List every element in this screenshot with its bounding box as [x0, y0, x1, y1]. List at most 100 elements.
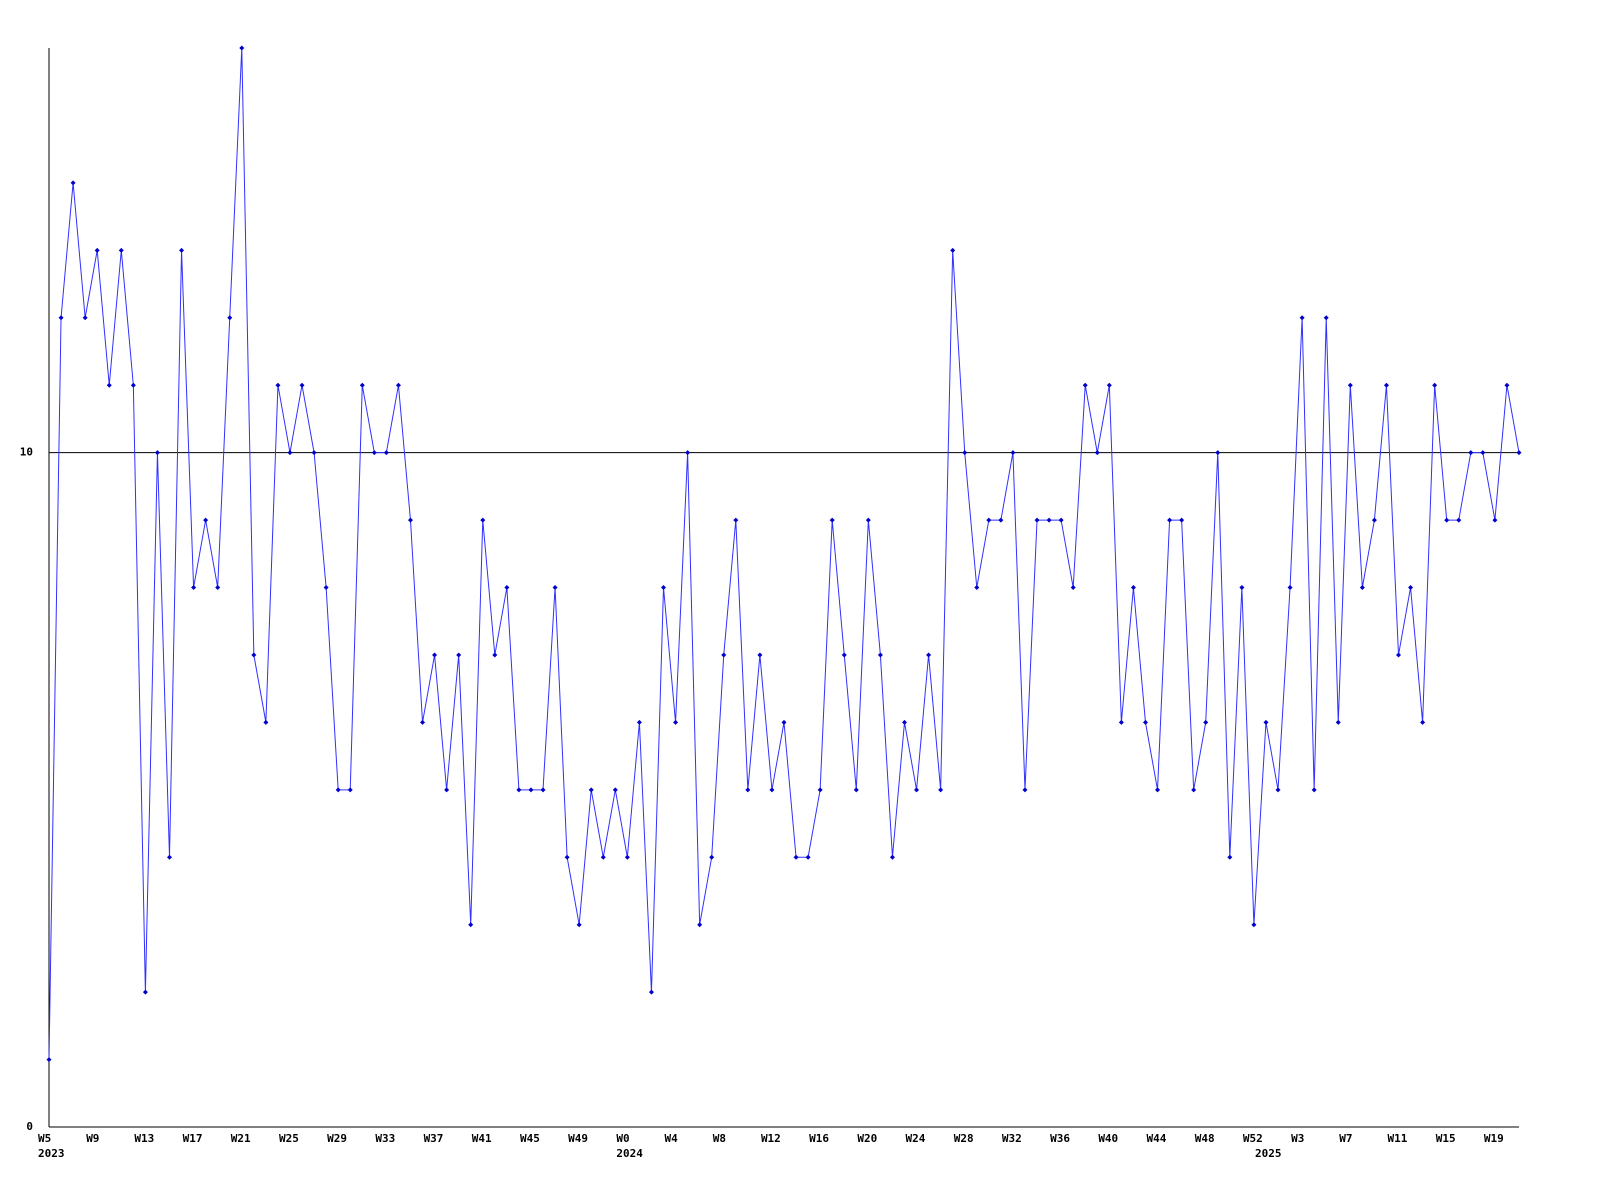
x-tick-label: W11: [1388, 1132, 1408, 1145]
point: [1251, 922, 1257, 928]
point: [1022, 787, 1028, 793]
point: [383, 450, 389, 456]
point: [191, 585, 197, 590]
point: [82, 315, 88, 321]
point: [781, 719, 787, 725]
point: [600, 854, 606, 860]
point: [769, 787, 775, 793]
point: [239, 45, 245, 51]
point: [1492, 517, 1498, 523]
point: [938, 787, 944, 793]
point: [299, 382, 305, 388]
point: [588, 787, 594, 793]
point: [371, 450, 377, 456]
point: [1287, 585, 1293, 590]
point: [106, 382, 112, 388]
point: [1347, 382, 1353, 388]
x-tick-label: W20: [857, 1132, 877, 1145]
point: [648, 989, 654, 995]
point: [877, 652, 883, 658]
point: [998, 517, 1004, 523]
x-tick-label: W19: [1484, 1132, 1504, 1145]
x-tick-label: W7: [1339, 1132, 1352, 1145]
point: [1383, 382, 1389, 388]
point: [94, 247, 100, 253]
x-tick-label: W45: [520, 1132, 540, 1145]
point: [1155, 787, 1161, 793]
point: [1299, 315, 1305, 321]
x-tick-label: W4: [665, 1132, 679, 1145]
point: [420, 719, 426, 725]
point: [817, 787, 823, 793]
point: [889, 854, 895, 860]
point: [1010, 450, 1016, 456]
point: [142, 989, 148, 995]
point: [70, 180, 76, 186]
point: [251, 652, 257, 658]
point: [1408, 585, 1414, 590]
point: [564, 854, 570, 860]
y-tick-label: 10: [20, 446, 33, 459]
point: [1371, 517, 1377, 523]
point: [697, 922, 703, 928]
point: [1335, 719, 1341, 725]
point: [1142, 719, 1148, 725]
point: [1468, 450, 1474, 456]
point: [1420, 719, 1426, 725]
point: [287, 450, 293, 456]
point: [227, 315, 233, 321]
point: [347, 787, 353, 793]
x-tick-label: W37: [424, 1132, 444, 1145]
point: [757, 652, 763, 658]
point: [974, 585, 980, 590]
point: [1070, 585, 1076, 590]
point: [130, 382, 136, 388]
x-tick-label: W21: [231, 1132, 251, 1145]
point: [950, 247, 956, 253]
point: [468, 922, 474, 928]
point: [395, 382, 401, 388]
x-year-label: 2025: [1255, 1147, 1282, 1160]
point: [1359, 585, 1365, 590]
point: [480, 517, 486, 523]
point: [552, 585, 558, 590]
point: [335, 787, 341, 793]
point: [841, 652, 847, 658]
x-tick-label: W48: [1195, 1132, 1215, 1145]
point: [528, 787, 534, 793]
x-tick-label: W5: [38, 1132, 51, 1145]
x-year-label: 2024: [616, 1147, 643, 1160]
x-tick-label: W8: [713, 1132, 726, 1145]
x-tick-label: W29: [327, 1132, 347, 1145]
x-tick-label: W0: [616, 1132, 629, 1145]
point: [1203, 719, 1209, 725]
point: [661, 585, 667, 590]
point: [829, 517, 835, 523]
x-tick-label: W3: [1291, 1132, 1304, 1145]
point: [1191, 787, 1197, 793]
point: [1058, 517, 1064, 523]
x-tick-label: W49: [568, 1132, 588, 1145]
point: [721, 652, 727, 658]
x-tick-label: W32: [1002, 1132, 1022, 1145]
point: [1396, 652, 1402, 658]
point: [432, 652, 438, 658]
x-tick-label: W36: [1050, 1132, 1070, 1145]
point: [685, 450, 691, 456]
point: [745, 787, 751, 793]
point: [516, 787, 522, 793]
point: [901, 719, 907, 725]
point: [263, 719, 269, 725]
point: [865, 517, 871, 523]
point: [914, 787, 920, 793]
point: [1311, 787, 1317, 793]
point: [576, 922, 582, 928]
point: [805, 854, 811, 860]
point: [636, 719, 642, 725]
x-tick-label: W15: [1436, 1132, 1456, 1145]
x-tick-label: W9: [86, 1132, 99, 1145]
point: [179, 247, 185, 253]
point: [1215, 450, 1221, 456]
point: [407, 517, 413, 523]
point: [1167, 517, 1173, 523]
